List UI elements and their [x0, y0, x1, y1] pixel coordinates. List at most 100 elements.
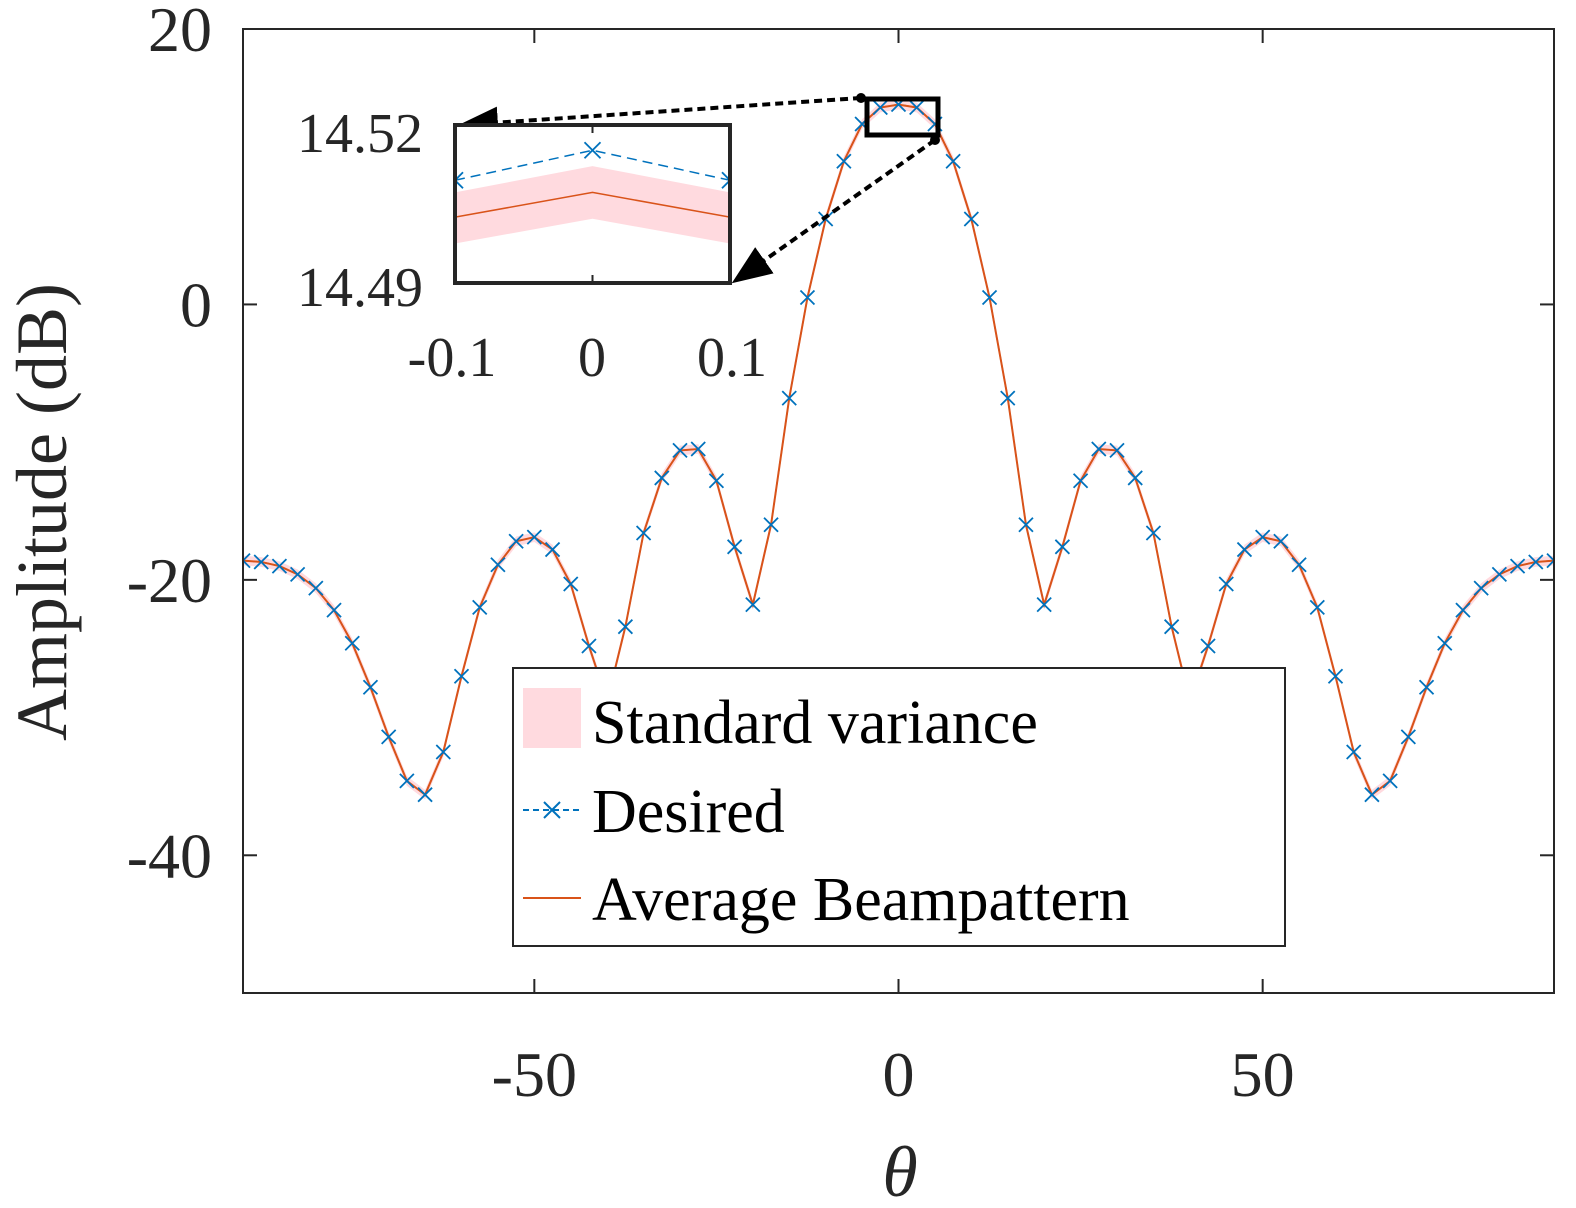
y-axis-title: Amplitude (dB): [2, 283, 82, 741]
zoom-box: [864, 96, 941, 138]
desired-marker: [1546, 552, 1554, 569]
legend: Standard variance Desired Average Beampa…: [512, 667, 1286, 947]
desired-marker: [872, 99, 888, 116]
desired-marker: [672, 442, 688, 459]
inset-desired-marker: [455, 171, 464, 189]
desired-marker: [945, 153, 961, 169]
desired-marker: [1145, 525, 1162, 541]
desired-marker: [726, 539, 743, 555]
desired-marker: [1036, 597, 1052, 613]
desired-marker: [1291, 557, 1307, 573]
zoom-arrow-top-origin: [856, 93, 866, 103]
desired-marker: [1018, 517, 1034, 533]
desired-marker: [1382, 773, 1398, 789]
zoom-arrow-bottom-origin: [930, 135, 940, 145]
desired-marker: [1091, 441, 1107, 457]
desired-marker: [745, 597, 761, 613]
legend-label-average: Average Beampattern: [592, 866, 1130, 934]
desired-marker: [1400, 729, 1416, 745]
y-tick-label: 0: [180, 269, 212, 340]
desired-marker: [326, 602, 342, 618]
desired-marker: [381, 729, 397, 745]
y-tick-label: -20: [127, 545, 212, 616]
desired-marker: [581, 638, 597, 654]
desired-marker: [654, 470, 670, 486]
desired-marker: [799, 289, 816, 306]
inset-desired-marker: [583, 141, 602, 159]
desired-marker: [1364, 787, 1380, 803]
desired-marker: [1000, 390, 1016, 406]
desired-marker: [289, 566, 306, 582]
desired-marker: [635, 525, 652, 541]
desired-marker: [836, 153, 852, 169]
inset-xtick-mid: 0: [578, 327, 606, 389]
desired-marker: [981, 289, 998, 306]
desired-marker: [1054, 539, 1071, 555]
legend-label-variance: Standard variance: [592, 689, 1038, 757]
desired-marker: [781, 390, 797, 406]
desired-marker: [472, 599, 488, 616]
zoom-arrow-bottom: [731, 138, 937, 284]
desired-marker: [435, 744, 451, 760]
desired-marker: [1127, 470, 1143, 486]
y-tick-label: 20: [148, 0, 212, 65]
plot-area: [243, 96, 1554, 803]
legend-box: [512, 667, 1286, 947]
x-tick-label: 0: [883, 1039, 915, 1110]
desired-marker: [763, 517, 779, 533]
inset-plot-area: [455, 141, 730, 244]
desired-marker: [1200, 638, 1216, 654]
desired-marker: [1346, 744, 1362, 760]
desired-marker: [1437, 635, 1453, 651]
x-tick-label: -50: [492, 1039, 577, 1110]
desired-marker: [526, 529, 542, 545]
desired-marker: [1109, 442, 1125, 459]
zoom-arrow-top: [458, 96, 862, 139]
desired-marker: [909, 99, 925, 116]
legend-label-desired: Desired: [592, 778, 785, 846]
x-tick-label: 50: [1231, 1039, 1295, 1110]
desired-marker: [362, 679, 379, 695]
desired-marker: [490, 557, 506, 573]
y-tick-label: -40: [127, 820, 212, 891]
desired-marker: [1418, 679, 1435, 695]
desired-marker: [708, 473, 725, 489]
inset-desired-marker: [721, 171, 730, 189]
desired-marker: [963, 211, 979, 227]
desired-marker: [1218, 576, 1234, 592]
inset-zoom: 14.52 14.49 -0.1 0 0.1: [297, 103, 767, 389]
desired-marker: [399, 773, 415, 789]
desired-marker: [1509, 558, 1526, 574]
legend-swatch-desired-marker: [543, 801, 561, 819]
desired-marker: [563, 576, 579, 592]
desired-marker: [690, 441, 706, 457]
desired-marker: [1491, 566, 1508, 582]
inset-ytick-top: 14.52: [297, 103, 423, 165]
desired-marker: [1273, 533, 1289, 549]
desired-marker: [253, 554, 269, 570]
desired-marker: [544, 541, 561, 558]
desired-marker: [308, 580, 324, 596]
inset-ytick-bottom: 14.49: [297, 257, 423, 319]
desired-marker: [271, 558, 288, 574]
desired-marker: [1473, 580, 1489, 596]
x-axis-title: θ: [882, 1132, 917, 1208]
inset-variance-band: [455, 166, 730, 244]
desired-marker: [1255, 529, 1271, 545]
desired-marker: [344, 635, 360, 651]
desired-marker: [1072, 473, 1089, 489]
desired-marker: [1327, 668, 1344, 684]
inset-average-line: [455, 191, 730, 218]
desired-marker: [417, 787, 433, 803]
desired-marker: [1236, 541, 1253, 558]
desired-marker: [243, 552, 251, 569]
inset-xtick-left: -0.1: [408, 327, 497, 389]
desired-marker: [453, 668, 470, 684]
inset-xtick-right: 0.1: [697, 327, 767, 389]
desired-marker: [1528, 554, 1544, 570]
legend-swatch-variance: [523, 688, 581, 748]
desired-marker: [1455, 602, 1471, 618]
desired-marker: [1309, 599, 1325, 616]
desired-marker: [617, 619, 634, 635]
